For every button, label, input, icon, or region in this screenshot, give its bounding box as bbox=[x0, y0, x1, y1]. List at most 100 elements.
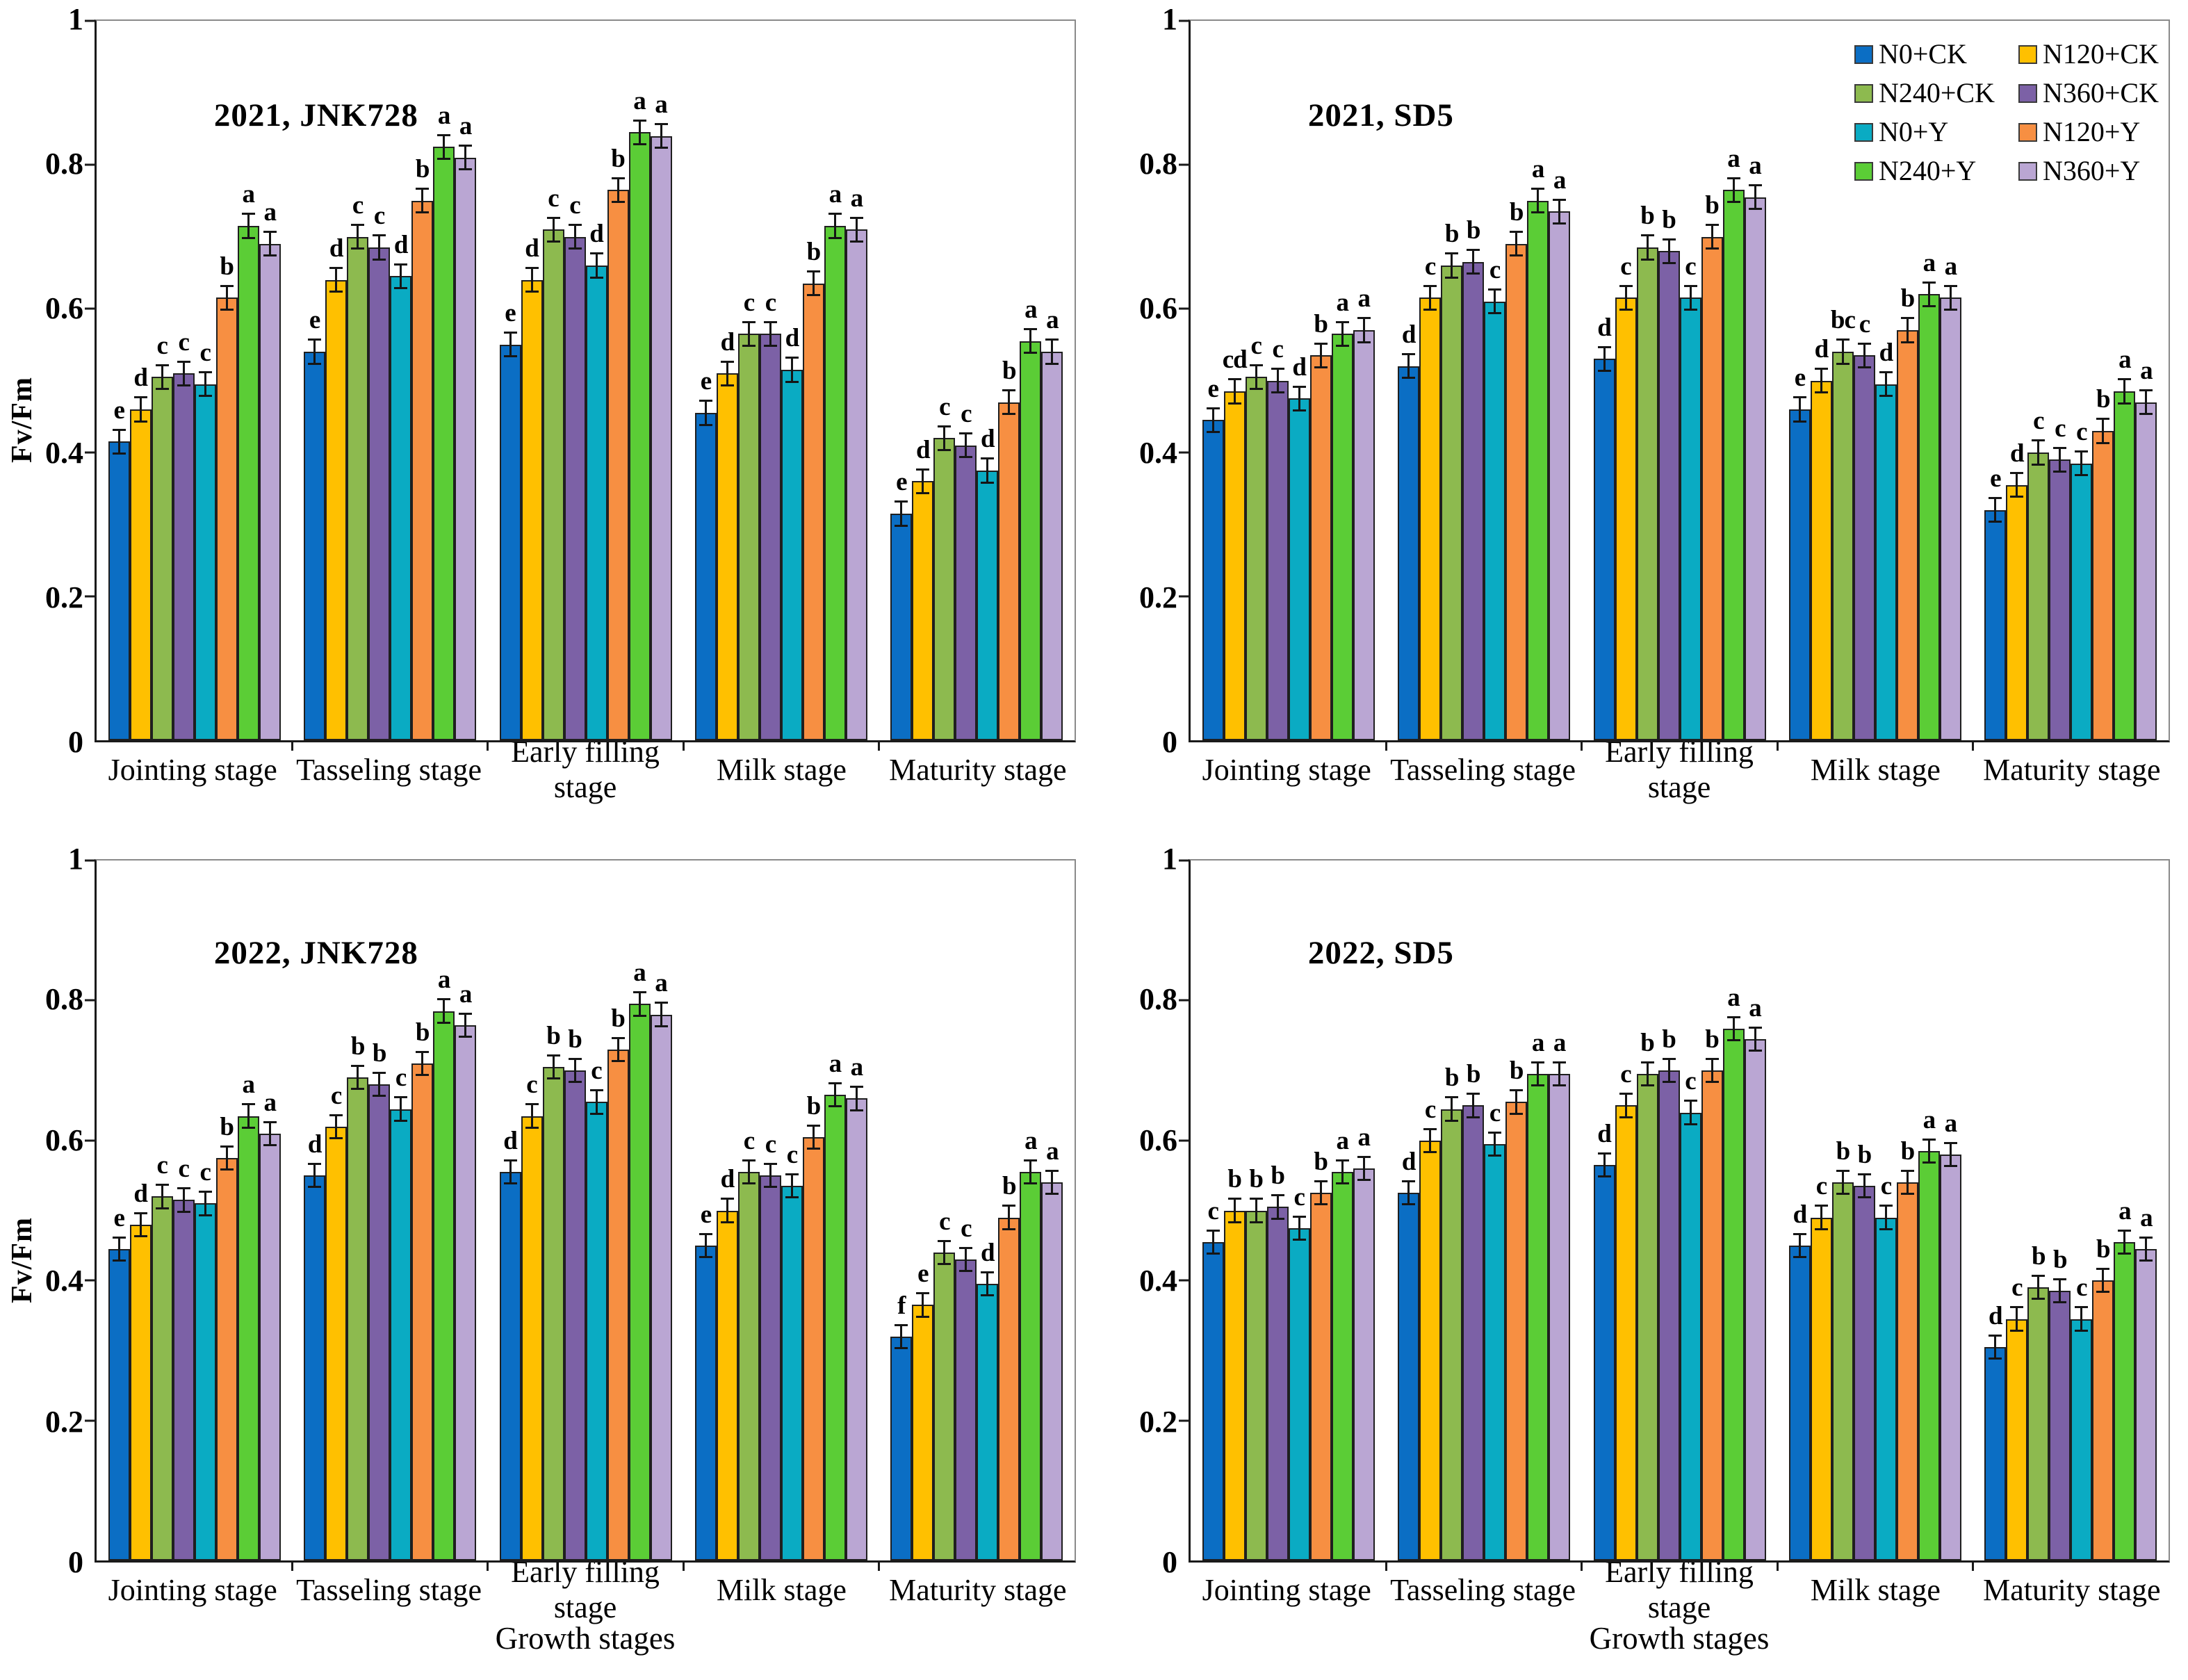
significance-letter: a bbox=[850, 1053, 864, 1082]
bar bbox=[1831, 1182, 1854, 1560]
error-bar bbox=[1619, 284, 1633, 311]
bar-slot: c bbox=[1266, 21, 1289, 740]
x-category-label: Milk stage bbox=[716, 1572, 847, 1607]
bar bbox=[259, 243, 281, 740]
y-tick-mark bbox=[85, 1139, 95, 1142]
bar bbox=[390, 276, 412, 740]
significance-letter: c bbox=[178, 327, 189, 357]
bar bbox=[607, 1049, 629, 1560]
x-tick-mark bbox=[1581, 1563, 1583, 1571]
significance-letter: b bbox=[2096, 385, 2111, 414]
bar-slot: b bbox=[1701, 21, 1723, 740]
significance-letter: c bbox=[2055, 414, 2066, 443]
bar-slot: e bbox=[1202, 21, 1224, 740]
bar bbox=[151, 1196, 173, 1560]
legend-swatch bbox=[1854, 161, 1873, 181]
significance-letter: c bbox=[548, 184, 559, 213]
error-bar bbox=[1900, 317, 1914, 343]
x-tick-mark bbox=[878, 1563, 881, 1571]
bar bbox=[1288, 398, 1310, 740]
error-bar bbox=[351, 223, 365, 250]
bar bbox=[1202, 1241, 1224, 1560]
error-bar bbox=[133, 1212, 147, 1238]
error-bar bbox=[828, 1082, 842, 1108]
y-tick-mark bbox=[85, 1419, 95, 1422]
x-category-label: Early filling stage bbox=[1605, 735, 1754, 804]
bar-slot: b bbox=[1853, 861, 1875, 1560]
bar bbox=[1896, 330, 1918, 740]
significance-letter: b bbox=[1002, 1172, 1017, 1201]
bar-slot: cd bbox=[1223, 21, 1248, 740]
bar-slot: c bbox=[347, 21, 369, 740]
bar-slot: a bbox=[845, 861, 867, 1560]
significance-letter: b bbox=[350, 1032, 366, 1061]
bar-slot: a bbox=[845, 21, 867, 740]
y-tick-mark bbox=[85, 859, 95, 862]
bar-slot: a bbox=[1722, 21, 1745, 740]
error-bar bbox=[1640, 234, 1654, 261]
significance-letter: d bbox=[1879, 339, 1894, 368]
bar bbox=[1918, 1150, 1940, 1560]
y-tick-mark bbox=[85, 595, 95, 598]
error-bar bbox=[1314, 1180, 1328, 1206]
significance-letter: a bbox=[1749, 151, 1762, 180]
significance-letter: a bbox=[2118, 1196, 2132, 1225]
bar bbox=[933, 1252, 956, 1560]
error-bar bbox=[503, 332, 517, 358]
significance-letter: b bbox=[1705, 1025, 1720, 1054]
bar bbox=[1441, 265, 1463, 740]
x-tick-mark bbox=[682, 742, 685, 751]
bar bbox=[1918, 294, 1940, 740]
error-bar bbox=[1836, 339, 1850, 365]
significance-letter: e bbox=[113, 1203, 124, 1232]
y-tick-mark bbox=[1179, 307, 1189, 310]
x-category-label: Maturity stage bbox=[889, 1572, 1067, 1607]
x-category-label: Maturity stage bbox=[1983, 1572, 2161, 1607]
bar bbox=[564, 236, 586, 740]
significance-letter: c bbox=[961, 400, 972, 429]
legend-label: N120+CK bbox=[2042, 38, 2159, 70]
bar bbox=[433, 1011, 455, 1560]
x-category-label: Tasseling stage bbox=[1390, 752, 1576, 787]
bar bbox=[1939, 297, 1961, 740]
error-bar bbox=[1271, 367, 1284, 394]
significance-letter: b bbox=[220, 252, 234, 281]
bar bbox=[1831, 352, 1854, 740]
significance-letter: a bbox=[1727, 144, 1740, 173]
significance-letter: d bbox=[1989, 1301, 2003, 1330]
bar-slot: c bbox=[1484, 861, 1506, 1560]
significance-letter: a bbox=[1531, 1029, 1545, 1058]
y-tick-mark bbox=[1179, 999, 1189, 1002]
error-bar bbox=[1227, 378, 1241, 405]
y-tick-label: 0 bbox=[1162, 725, 1177, 759]
bar-slot: c bbox=[933, 21, 956, 740]
bar bbox=[694, 1245, 717, 1560]
bar-slot: c bbox=[1810, 861, 1832, 1560]
bar bbox=[2027, 452, 2050, 740]
x-category-label: Jointing stage bbox=[1202, 752, 1371, 787]
significance-letter: b bbox=[415, 155, 430, 184]
error-bar bbox=[1705, 223, 1719, 250]
significance-letter: e bbox=[896, 468, 907, 497]
bar-slot: d bbox=[781, 21, 803, 740]
error-bar bbox=[263, 1120, 277, 1147]
significance-letter: a bbox=[1944, 1109, 1958, 1138]
y-tick-label: 0.2 bbox=[45, 1404, 83, 1439]
significance-letter: c bbox=[1620, 252, 1631, 281]
bar bbox=[259, 1133, 281, 1560]
bar-slot: b bbox=[215, 861, 238, 1560]
bar-slot: e bbox=[1788, 21, 1811, 740]
panel-title: 2022, JNK728 bbox=[213, 934, 418, 971]
bar bbox=[933, 438, 956, 740]
bar-slot: c bbox=[390, 861, 412, 1560]
error-bar bbox=[1662, 238, 1676, 265]
significance-letter: c bbox=[2076, 1273, 2087, 1303]
bar-slot: c bbox=[933, 861, 956, 1560]
significance-letter: b bbox=[1509, 1057, 1524, 1086]
bar bbox=[1658, 1070, 1680, 1560]
error-bar bbox=[198, 371, 212, 398]
bar bbox=[1939, 1154, 1961, 1560]
bar-slot: d bbox=[585, 21, 607, 740]
bar bbox=[977, 470, 999, 740]
